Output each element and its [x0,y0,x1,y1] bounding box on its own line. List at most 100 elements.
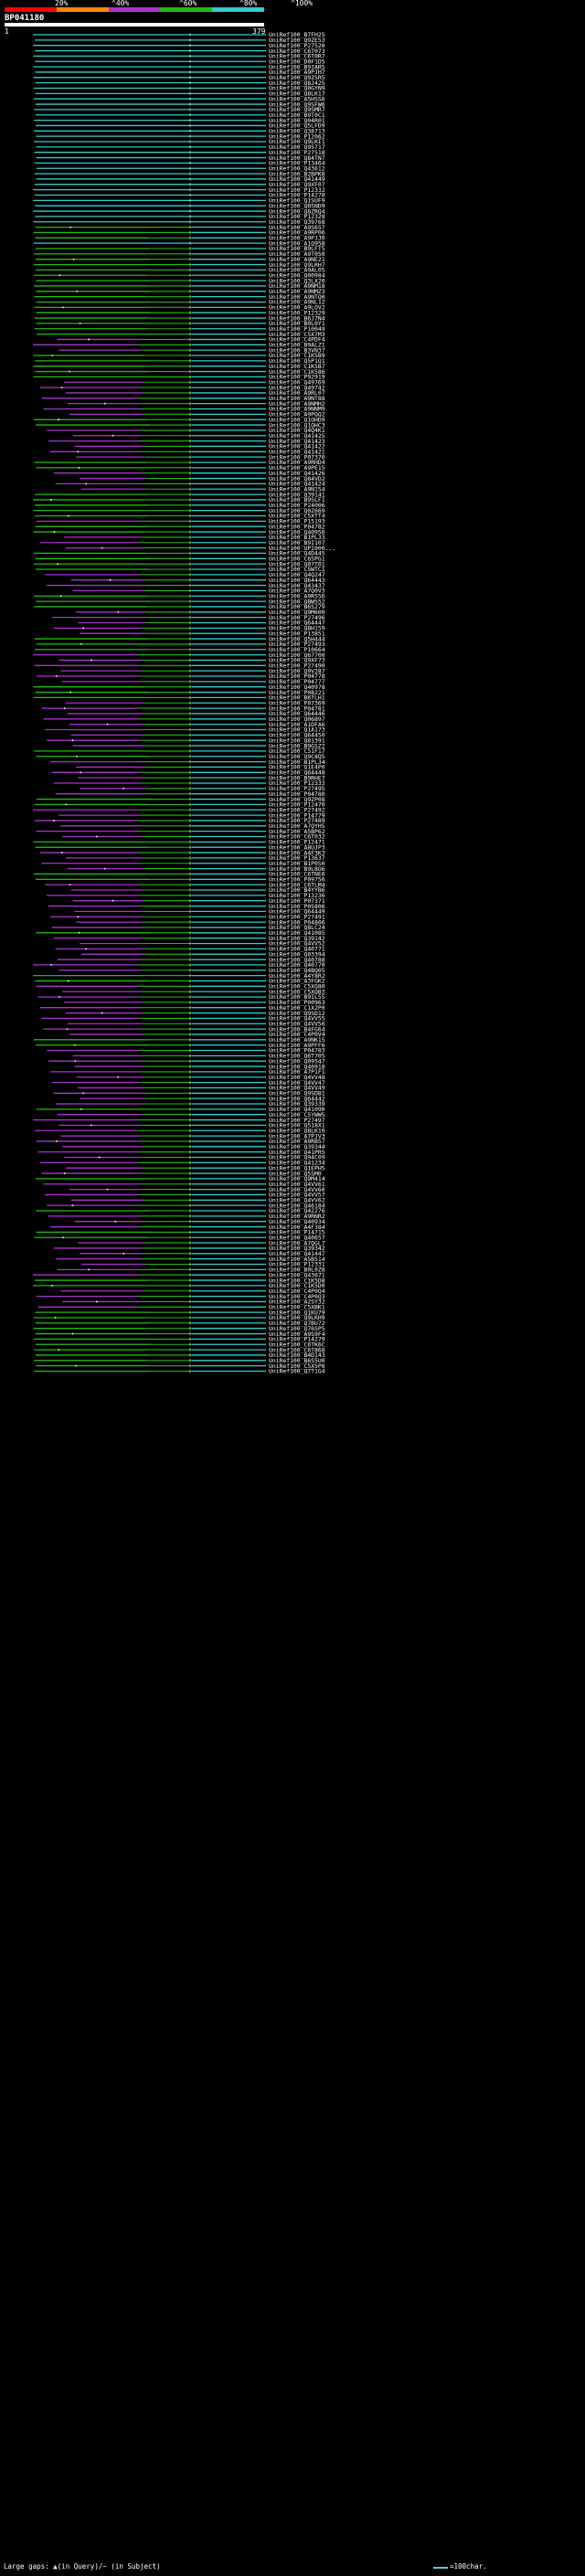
hit-row[interactable]: UniRef100_C6T0R7 [33,53,325,60]
hit-row[interactable]: UniRef100_A9R556 [34,592,325,599]
hit-row[interactable]: UniRef100_C6T868 [33,1346,325,1353]
hit-row[interactable]: UniRef100_Q00984 [34,271,325,279]
hit-row[interactable]: UniRef100_P13236 [47,892,325,899]
hit-row[interactable]: UniRef100_Q9LRH7 [33,261,325,269]
hit-row[interactable]: UniRef100_Q04R01 [34,117,325,124]
hit-row[interactable]: UniRef100_C1K5B9 [33,352,325,359]
hit-row[interactable]: UniRef100_Q9ZP08 [36,796,325,803]
hit-row[interactable]: UniRef100_Q4VV47 [51,1079,325,1087]
hit-row[interactable]: UniRef100_B6S5U0 [34,1357,325,1364]
hit-row[interactable]: UniRef100_Q64447 [78,620,325,627]
hit-row[interactable]: UniRef100_A9NTQ0 [34,293,325,301]
hit-row[interactable]: UniRef100_D0F1D5 [35,58,325,65]
hit-row[interactable]: UniRef100_Q4VV56 [67,1020,325,1027]
hit-row[interactable]: UniRef100_A9RL07 [66,389,325,397]
hit-row[interactable]: UniRef100_C5XTT4 [35,513,325,520]
hit-row[interactable]: UniRef100_Q84TN7 [36,154,325,162]
hit-row[interactable]: UniRef100_C6SPG1 [35,556,325,563]
hit-row[interactable]: UniRef100_P27495 [80,785,325,792]
hit-row[interactable]: UniRef100_A9RP06 [33,229,325,237]
hit-row[interactable]: UniRef100_B6S279 [34,603,325,610]
hit-row[interactable]: UniRef100_Q84VD2 [80,475,325,482]
hit-row[interactable]: UniRef100_Q9SD12 [66,1010,325,1017]
hit-row[interactable]: UniRef100_Q49742 [39,384,325,391]
hit-row[interactable]: UniRef100_Q81391 [47,737,325,744]
hit-row[interactable]: UniRef100_A9S657 [35,224,325,231]
hit-row[interactable]: UniRef100_A9NL12 [36,299,325,306]
hit-row[interactable]: UniRef100_Q9C8Q5 [36,753,325,760]
hit-row[interactable]: UniRef100_Q4Q4K1 [47,427,325,434]
hit-row[interactable]: UniRef100_Q40770 [33,961,325,969]
hit-row[interactable]: UniRef100_Q1E4P0 [76,764,325,771]
hit-row[interactable]: UniRef100_Q64449 [74,908,325,916]
hit-row[interactable]: UniRef100_P12329 [36,309,325,316]
hit-row[interactable]: UniRef100_Q9M600 [76,609,325,616]
hit-row[interactable]: UniRef100_Q41423 [48,438,325,445]
hit-row[interactable]: UniRef100_Q3LX20 [36,277,325,284]
hit-row[interactable]: UniRef100_P07371 [72,897,325,905]
hit-row[interactable]: UniRef100_Q5LFD9 [36,122,325,130]
hit-row[interactable]: UniRef100_Q41PR5 [37,1149,325,1156]
hit-row[interactable]: UniRef100_Q6T705 [72,1053,325,1060]
hit-row[interactable]: UniRef100_A7QGL7 [78,1239,325,1246]
hit-row[interactable]: UniRef100_B4D143 [36,1352,325,1359]
hit-row[interactable]: UniRef100_P14779 [58,811,325,819]
hit-row[interactable]: UniRef100_Q64448 [51,769,325,777]
hit-row[interactable]: UniRef100_Q9V287 [60,667,325,674]
hit-row[interactable]: UniRef100_Q518X1 [58,1122,325,1129]
hit-row[interactable]: UniRef100_Q5SM0 [41,1170,322,1177]
hit-row[interactable]: UniRef100_Q1OHD9 [33,416,325,423]
hit-row[interactable]: UniRef100_Q38713 [34,128,325,135]
hit-row[interactable]: UniRef100_C5WTC1 [35,566,325,573]
hit-row[interactable]: UniRef100_Q06897 [43,716,325,723]
hit-row[interactable]: UniRef100_A9RHD4 [34,459,325,466]
hit-row[interactable]: UniRef100_Q40978 [33,684,325,691]
hit-row[interactable]: UniRef100_Q41421 [49,449,325,456]
hit-row[interactable]: UniRef100_Q76SP5 [33,1325,325,1332]
hit-row[interactable]: UniRef100_A7Q0V3 [72,588,325,595]
hit-row[interactable]: UniRef100_Q40918 [74,1063,325,1070]
hit-row[interactable]: UniRef100_B0L0Y1 [36,320,325,327]
hit-row[interactable]: UniRef100_Q4VV52 [80,940,325,948]
hit-row[interactable]: UniRef100_A5B514 [55,1256,325,1263]
hit-row[interactable]: UniRef100_Q5H444 [34,635,325,642]
hit-row[interactable]: UniRef100_C5XQ80 [36,983,325,991]
hit-row[interactable]: UniRef100_A1Q958 [33,239,325,247]
hit-row[interactable]: UniRef100_Q4D445 [33,550,325,557]
hit-row[interactable]: UniRef100_B1PL33 [64,534,325,541]
hit-row[interactable]: UniRef100_Q39342 [53,1245,325,1252]
hit-row[interactable]: UniRef100_B3VN37 [58,346,325,354]
hit-row[interactable]: UniRef100_A9S9F4 [35,1330,325,1338]
hit-row[interactable]: UniRef100_Q94C09 [64,1154,325,1161]
hit-row[interactable]: UniRef100_A1DFA6 [69,721,325,728]
hit-row[interactable]: UniRef100_A9N154 [81,485,325,493]
hit-row[interactable]: UniRef100_B9LFT5 [35,245,325,252]
hit-row[interactable]: UniRef100_P27489 [34,817,325,824]
hit-row[interactable]: UniRef100_C4PDF4 [57,336,325,344]
hit-row[interactable]: UniRef100_Q4VV61 [43,1181,325,1188]
hit-row[interactable]: UniRef100_Q4Q247 [45,571,325,578]
hit-row[interactable]: UniRef100_C1K5D8 [35,1277,325,1284]
hit-row[interactable]: UniRef100_C6T032 [62,833,325,841]
hit-row[interactable]: UniRef100_P14715 [36,1229,325,1236]
hit-row[interactable]: UniRef100_A9NK15 [33,1036,325,1044]
hit-row[interactable]: UniRef100_Q64450 [70,732,325,739]
hit-row[interactable]: UniRef100_P27497 [33,1117,325,1124]
hit-row[interactable]: UniRef100_B9IAR5 [33,63,325,70]
hit-row[interactable]: UniRef100_Q41090 [36,1106,325,1113]
hit-row[interactable]: UniRef100_P27496 [51,614,325,621]
hit-row[interactable]: UniRef100_C1K586 [35,368,325,376]
hit-row[interactable]: UniRef100_Q07T01 [33,560,325,567]
hit-row[interactable]: UniRef100_Q4VV48 [76,1074,325,1081]
hit-row[interactable]: UniRef100_Q5P1Q1 [35,357,325,365]
hit-row[interactable]: UniRef100_C4P0Q3 [36,1293,325,1300]
hit-row[interactable]: UniRef100_Q39339 [55,1100,325,1108]
hit-row[interactable]: UniRef100_B7FH25 [33,31,325,38]
hit-row[interactable]: UniRef100_B9T0C1 [36,111,325,119]
hit-row[interactable]: UniRef100_Q40657 [34,1234,325,1241]
hit-row[interactable]: UniRef100_A3FGK2 [35,978,325,985]
hit-row[interactable]: UniRef100_P12328 [35,213,325,220]
hit-row[interactable]: UniRef100_C5XBK1 [37,1304,325,1311]
hit-row[interactable]: UniRef100_P04777 [62,678,325,685]
hit-row[interactable]: UniRef100_Q8H159 [53,625,325,632]
